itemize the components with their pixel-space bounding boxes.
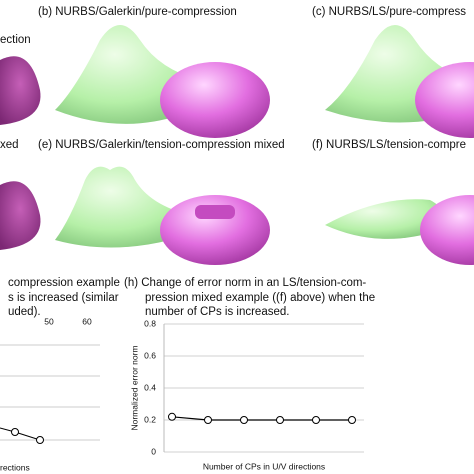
y-tick-label: 0.6 — [144, 350, 156, 360]
point — [276, 416, 284, 424]
green-surface — [55, 166, 195, 248]
point — [312, 416, 320, 424]
point — [240, 416, 248, 424]
panel-caption: (e) NURBS/Galerkin/tension-compression m… — [38, 139, 285, 151]
pink-surface — [420, 195, 474, 265]
line — [171, 416, 352, 421]
chart-caption: s is increased (similar — [8, 292, 119, 304]
grid — [0, 344, 100, 441]
chart-caption: pression mixed example ((f) above) when … — [145, 292, 375, 304]
x-axis-label: rections — [0, 462, 30, 472]
green-surface — [325, 199, 444, 239]
point-fragment — [36, 436, 44, 444]
rough-shape — [0, 181, 41, 250]
panel-caption: xed — [0, 139, 19, 151]
x-tick-label: 60 — [82, 316, 92, 326]
y-tick-label: 0 — [151, 446, 156, 456]
pink-surface — [160, 195, 270, 265]
line-fragment — [0, 427, 41, 441]
y-tick-label: 0.2 — [144, 414, 156, 424]
pink-surface — [415, 62, 474, 138]
x-tick-label: 50 — [44, 316, 54, 326]
y-tick-label: 0.8 — [144, 318, 156, 328]
panel-caption: (f) NURBS/LS/tension-compre — [312, 139, 466, 151]
chart-caption: uded). — [8, 306, 41, 318]
pink-surface — [160, 62, 270, 138]
panel-caption: ection — [0, 34, 31, 46]
panel-caption: (c) NURBS/LS/pure-compress — [312, 6, 466, 18]
point — [348, 416, 356, 424]
rough-shape — [0, 56, 41, 125]
y-axis-label: Normalized error norm — [129, 345, 139, 430]
y-tick-label: 0.4 — [144, 382, 156, 392]
point — [204, 416, 212, 424]
point — [168, 412, 176, 421]
pink-hole — [195, 205, 235, 219]
chart-caption: number of CPs is increased. — [145, 306, 289, 318]
chart-caption: compression example — [8, 277, 120, 289]
chart-caption: (h) Change of error norm in an LS/tensio… — [124, 277, 366, 289]
x-axis-label: Number of CPs in U/V directions — [203, 461, 325, 471]
panel-caption: (b) NURBS/Galerkin/pure-compression — [38, 6, 237, 18]
point-fragment — [11, 428, 19, 436]
